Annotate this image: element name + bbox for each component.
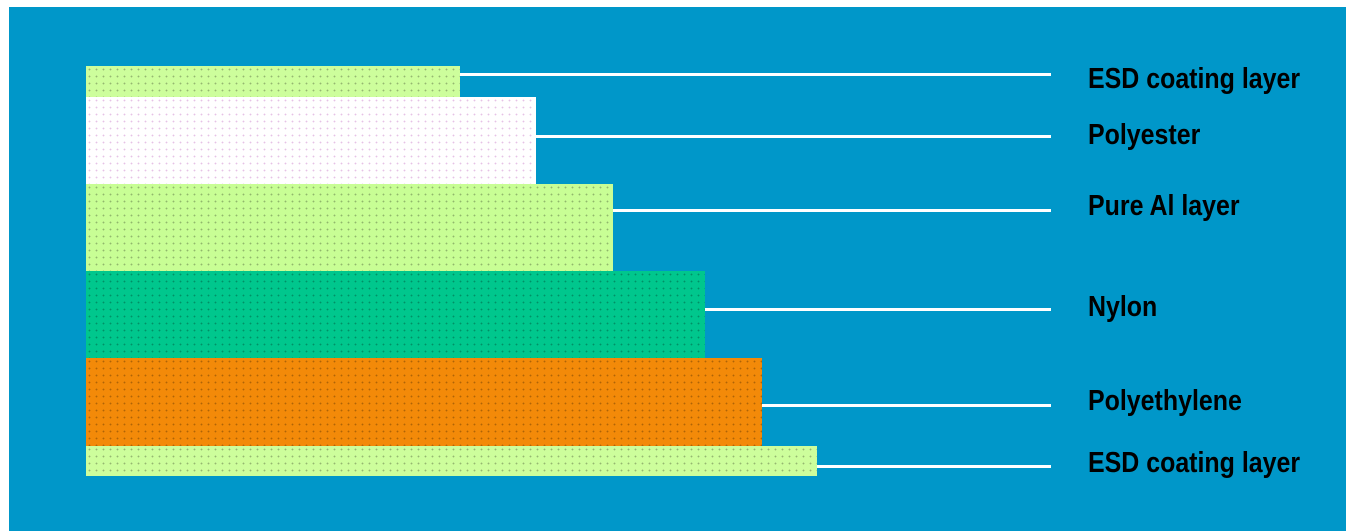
leader-line-esd-top — [460, 73, 1051, 76]
leader-line-nylon — [705, 308, 1051, 311]
layer-bar-esd-top — [86, 66, 460, 97]
leader-line-polyethylene — [762, 404, 1051, 407]
layer-bar-pure-al — [86, 184, 613, 271]
layer-label-esd-bottom: ESD coating layer — [1088, 447, 1301, 479]
layer-label-esd-top: ESD coating layer — [1088, 63, 1301, 95]
layer-bar-nylon — [86, 271, 705, 358]
leader-line-pure-al — [613, 209, 1051, 212]
diagram-background: ESD coating layer Polyester Pure Al laye… — [9, 7, 1346, 531]
layer-label-pure-al: Pure Al layer — [1088, 190, 1240, 222]
leader-line-polyester — [536, 135, 1051, 138]
layer-bar-polyethylene — [86, 358, 762, 446]
layer-label-polyethylene: Polyethylene — [1088, 385, 1242, 417]
layer-bar-esd-bottom — [86, 446, 817, 476]
leader-line-esd-bottom — [817, 465, 1051, 468]
layer-bar-polyester — [86, 97, 536, 184]
layer-label-nylon: Nylon — [1088, 291, 1158, 323]
layer-label-polyester: Polyester — [1088, 119, 1201, 151]
